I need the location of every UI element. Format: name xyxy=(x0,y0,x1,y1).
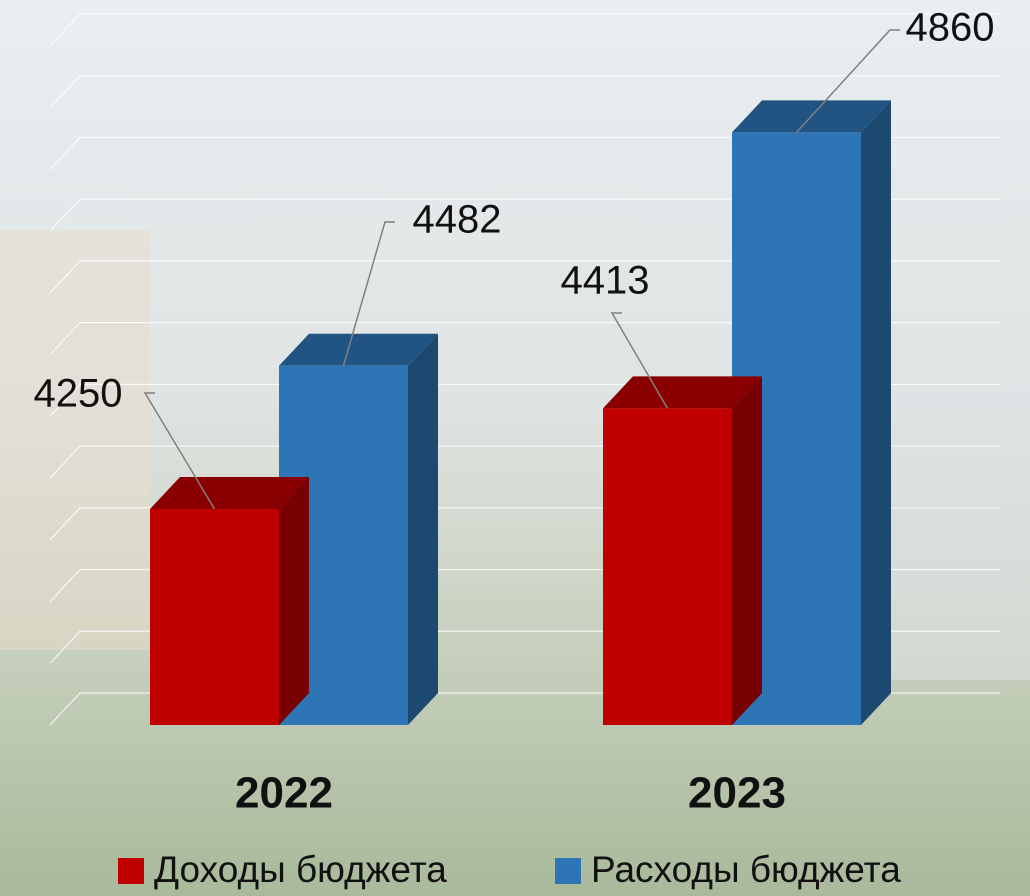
grid-line xyxy=(49,322,1000,356)
bar-top xyxy=(150,476,309,509)
legend-swatch xyxy=(555,858,581,884)
grid-line xyxy=(49,75,1000,109)
bar-top xyxy=(279,333,438,366)
bar-front xyxy=(150,508,279,725)
grid-line xyxy=(49,136,1000,170)
legend-swatch xyxy=(118,858,144,884)
data-label: 4413 xyxy=(561,259,650,303)
x-tick-label: 2022 xyxy=(235,769,333,818)
grid-line xyxy=(49,198,1000,232)
legend-label: Расходы бюджета xyxy=(591,849,901,890)
bar-side xyxy=(861,100,891,725)
labels: 4250 4482 2022 4413 4860 2023 Доходы бюджета Ра… xyxy=(34,6,995,890)
leader-line xyxy=(143,392,216,510)
bar-side xyxy=(732,376,762,725)
leader-line xyxy=(342,221,395,366)
data-label: 4250 xyxy=(34,372,123,416)
data-label: 4482 xyxy=(413,198,502,242)
bar-side xyxy=(408,333,438,725)
leader-line xyxy=(610,312,669,409)
bar-top xyxy=(603,376,762,409)
legend-label: Доходы бюджета xyxy=(154,849,447,890)
bars xyxy=(150,100,891,725)
bar-front xyxy=(603,408,732,725)
bar xyxy=(603,376,762,725)
bar xyxy=(150,476,309,725)
background-building xyxy=(0,230,150,650)
x-tick-label: 2023 xyxy=(688,769,786,818)
leader-line xyxy=(795,29,900,133)
bar-side xyxy=(279,476,309,725)
data-label: 4860 xyxy=(906,6,995,50)
grid-line xyxy=(49,260,1000,294)
grid-line xyxy=(49,13,1000,47)
